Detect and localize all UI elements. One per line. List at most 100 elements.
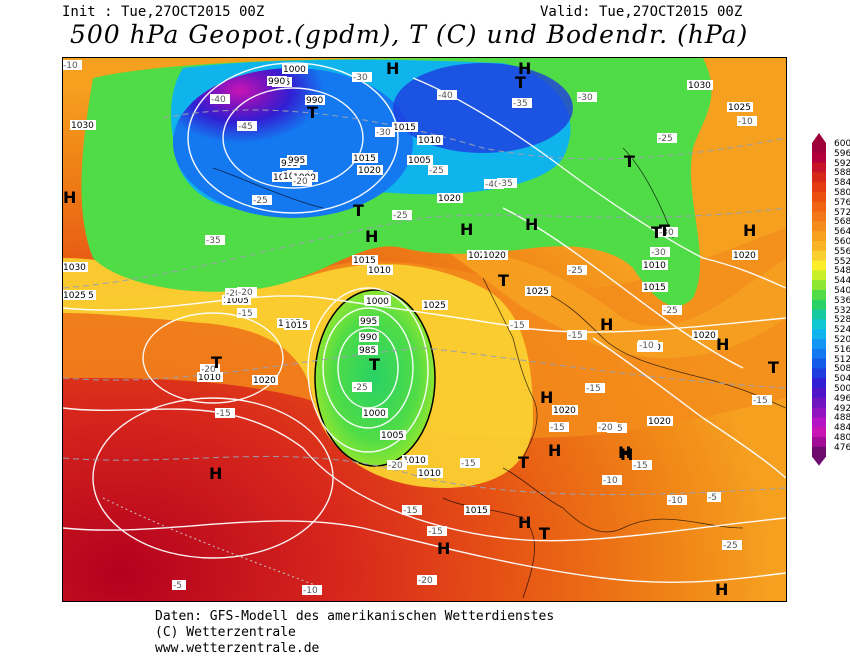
temperature-label: -20: [292, 176, 312, 187]
pressure-label: 1000: [362, 408, 388, 419]
temperature-label: -15: [752, 395, 772, 406]
pressure-label: 1020: [647, 416, 673, 427]
temperature-label: -15: [237, 308, 257, 319]
svg-text:-10: -10: [738, 117, 753, 127]
svg-text:-20: -20: [388, 461, 403, 471]
pressure-label: 1025: [63, 290, 88, 301]
valid-time: Valid: Tue,27OCT2015 00Z: [540, 4, 743, 20]
pressure-label: 1005: [407, 155, 433, 166]
high-pressure-symbol: H: [386, 59, 399, 78]
cold-core-east: [393, 63, 573, 153]
svg-text:-25: -25: [353, 383, 368, 393]
pressure-label: 990: [267, 76, 287, 87]
svg-text:1025: 1025: [423, 301, 446, 311]
legend-swatch: [812, 339, 826, 350]
low-pressure-symbol: T: [624, 152, 635, 171]
legend-label: 480: [834, 433, 850, 443]
legend-label: 584: [834, 178, 850, 189]
pressure-label: 1010: [367, 265, 393, 276]
svg-text:1030: 1030: [63, 263, 86, 273]
legend-label: 548: [834, 266, 850, 277]
temperature-label: -10: [302, 585, 322, 596]
legend-swatch: [812, 407, 826, 418]
legend-swatch: [812, 319, 826, 330]
legend-label: 532: [834, 305, 850, 316]
low-pressure-symbol: T: [498, 271, 509, 290]
svg-text:-15: -15: [238, 309, 253, 319]
svg-text:1025: 1025: [728, 103, 751, 113]
legend-label: 492: [834, 403, 850, 414]
colour-legend: [812, 133, 826, 471]
pressure-label: 1015: [352, 153, 378, 164]
svg-text:1010: 1010: [418, 469, 441, 479]
polar-vortex: [173, 68, 413, 218]
legend-swatch: [812, 397, 826, 409]
legend-label: 504: [834, 374, 850, 385]
legend-label: 476: [834, 442, 850, 453]
high-pressure-symbol: H: [620, 445, 633, 464]
svg-text:-30: -30: [659, 228, 674, 238]
temperature-label: -25: [722, 540, 742, 551]
temperature-label: -40: [210, 94, 230, 105]
svg-text:1005: 1005: [408, 156, 431, 166]
svg-text:-15: -15: [461, 459, 476, 469]
legend-swatch: [812, 211, 826, 222]
svg-text:-30: -30: [651, 248, 666, 258]
high-pressure-symbol: H: [716, 335, 729, 354]
svg-text:1020: 1020: [553, 406, 576, 416]
svg-text:-20: -20: [226, 289, 241, 299]
svg-text:1010: 1010: [368, 266, 391, 276]
legend-swatch: [812, 143, 826, 154]
svg-text:-15: -15: [428, 527, 443, 537]
temperature-label: -15: [567, 330, 587, 341]
pressure-label: 1005: [225, 295, 251, 306]
pressure-label: 1030: [70, 120, 96, 131]
high-pressure-symbol: H: [460, 220, 473, 239]
svg-text:1015: 1015: [353, 154, 376, 164]
low-pressure-symbol: T: [211, 353, 222, 372]
svg-text:-15: -15: [568, 331, 583, 341]
pressure-label: 985: [358, 345, 378, 356]
pressure-label: 1000: [365, 296, 391, 307]
high-pressure-symbol: H: [618, 443, 631, 462]
svg-text:990: 990: [268, 77, 285, 87]
legend-label: 576: [834, 197, 850, 208]
svg-text:1025: 1025: [526, 287, 549, 297]
svg-text:1020: 1020: [358, 166, 381, 176]
pressure-label: 1020: [552, 405, 578, 416]
temperature-label: -25: [662, 305, 682, 316]
temperature-label: -15: [549, 422, 569, 433]
low-pressure-symbol: T: [659, 221, 670, 240]
pressure-label: 1005: [380, 430, 406, 441]
legend-swatch: [812, 192, 826, 203]
legend-swatch: [812, 241, 826, 252]
svg-text:-30: -30: [353, 73, 368, 83]
legend-label: 588: [834, 168, 850, 179]
low-pressure-symbol: T: [768, 358, 779, 377]
pressure-label: 1020: [467, 250, 493, 261]
pressure-label: 995: [359, 316, 379, 327]
website-link[interactable]: www.wetterzentrale.de: [155, 641, 320, 656]
svg-text:-15: -15: [550, 423, 565, 433]
svg-text:1020: 1020: [648, 417, 671, 427]
pressure-label: 1015: [284, 320, 310, 331]
temperature-label: -25: [428, 165, 448, 176]
pressure-label: 1015: [464, 505, 490, 516]
svg-text:995: 995: [288, 156, 305, 166]
temperature-label: -10: [737, 116, 757, 127]
legend-label: 564: [834, 227, 850, 238]
legend-label: 540: [834, 286, 850, 296]
svg-text:995: 995: [360, 317, 377, 327]
svg-text:-40: -40: [211, 95, 226, 105]
temperature-label: -30: [658, 227, 678, 238]
pressure-label: 1000: [282, 64, 308, 75]
temperature-label: -20: [200, 364, 220, 375]
low-pressure-symbol: T: [353, 201, 364, 220]
legend-label: 556: [834, 246, 850, 257]
legend-label: 544: [834, 276, 850, 287]
legend-bar: [812, 133, 826, 466]
copyright: (C) Wetterzentrale: [155, 625, 296, 640]
legend-label: 568: [834, 217, 850, 228]
temperature-label: -35: [497, 178, 517, 189]
svg-text:-10: -10: [303, 586, 318, 596]
